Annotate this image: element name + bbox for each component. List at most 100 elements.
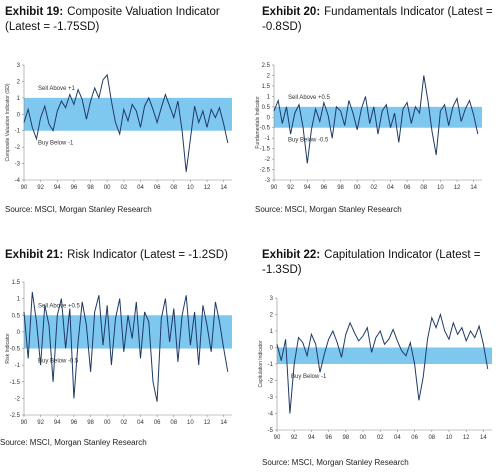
y-tick-label: -3: [265, 178, 271, 184]
buy-annotation: Buy Below -1: [291, 374, 327, 380]
y-axis-label: Capitulation Indicator: [258, 340, 264, 387]
exhibit-number: Exhibit 22:: [262, 249, 321, 261]
y-tick-label: 2: [17, 79, 21, 85]
x-tick-label: 00: [104, 420, 111, 426]
x-tick-label: 02: [377, 435, 384, 441]
y-tick-label: -2.5: [260, 168, 271, 174]
y-tick-label: -1: [268, 362, 274, 368]
band: [277, 347, 492, 364]
x-tick-label: 00: [354, 185, 361, 191]
x-tick-label: 94: [54, 185, 61, 191]
source-note: Source: MSCI, Morgan Stanley Research: [255, 205, 402, 214]
y-axis-label: Risk Indicator: [5, 333, 11, 364]
x-tick-label: 06: [404, 185, 411, 191]
x-tick-label: 12: [204, 185, 211, 191]
y-axis-label: Composite Valuation Indicator (SD): [5, 83, 11, 161]
x-tick-label: 98: [87, 420, 94, 426]
exhibit-number: Exhibit 20:: [262, 6, 321, 18]
x-tick-label: 02: [120, 185, 127, 191]
x-tick-label: 06: [154, 420, 161, 426]
y-tick-label: 1: [17, 96, 21, 102]
sell-annotation: Sell Above +1: [38, 86, 76, 92]
buy-annotation: Buy Below -1: [38, 141, 74, 147]
y-tick-label: -3: [268, 395, 274, 401]
source-note: Source: MSCI, Morgan Stanley Research: [0, 438, 147, 447]
x-tick-label: 06: [411, 435, 418, 441]
y-tick-label: -4: [15, 178, 21, 184]
y-tick-label: 0: [267, 115, 271, 121]
y-tick-label: -1: [15, 129, 21, 135]
y-tick-label: -2: [265, 157, 271, 163]
y-tick-label: 3: [270, 296, 274, 302]
y-tick-label: 1: [267, 94, 271, 100]
x-tick-label: 96: [71, 185, 78, 191]
y-tick-label: 1.5: [12, 280, 21, 286]
y-tick-label: -1.5: [10, 380, 21, 386]
y-tick-label: -5: [268, 428, 274, 434]
x-tick-label: 90: [271, 185, 278, 191]
series-line: [273, 75, 479, 164]
x-tick-label: 02: [120, 420, 127, 426]
buy-annotation: Buy Below -0.5: [288, 138, 329, 144]
source-note: Source: MSCI, Morgan Stanley Research: [5, 205, 152, 214]
y-tick-label: 3: [17, 63, 21, 69]
y-tick-label: -2.5: [10, 413, 21, 419]
y-tick-label: 1.5: [262, 84, 271, 90]
x-tick-label: 92: [37, 185, 44, 191]
x-tick-label: 14: [220, 185, 227, 191]
band: [24, 97, 232, 131]
x-tick-label: 92: [291, 435, 298, 441]
y-tick-label: 0: [270, 346, 274, 352]
x-tick-label: 94: [308, 435, 315, 441]
sell-annotation: Sell Above +0.5: [288, 95, 331, 101]
y-tick-label: -0.5: [10, 347, 21, 353]
x-tick-label: 08: [428, 435, 435, 441]
x-tick-label: 10: [187, 185, 194, 191]
sell-annotation: Sell Above +0.5: [38, 303, 81, 309]
y-tick-label: -4: [268, 412, 274, 418]
x-tick-label: 96: [325, 435, 332, 441]
y-tick-label: 0.5: [262, 105, 271, 111]
exhibit-title: Exhibit 22: Capitulation Indicator (Lates…: [262, 248, 497, 278]
y-tick-label: -2: [268, 379, 274, 385]
y-tick-label: -2: [15, 145, 21, 151]
x-tick-label: 14: [480, 435, 487, 441]
x-tick-label: 94: [304, 185, 311, 191]
x-tick-label: 90: [274, 435, 281, 441]
y-tick-label: -1: [15, 363, 21, 369]
title-text: Risk Indicator (Latest = -1.2SD): [67, 249, 228, 261]
x-tick-label: 92: [287, 185, 294, 191]
band: [274, 106, 482, 128]
series-line: [276, 312, 489, 414]
y-tick-label: 2.5: [262, 63, 271, 69]
x-tick-label: 04: [137, 185, 144, 191]
x-tick-label: 04: [387, 185, 394, 191]
y-tick-label: -1: [265, 136, 271, 142]
y-tick-label: 2: [267, 73, 271, 79]
x-tick-label: 04: [394, 435, 401, 441]
x-tick-label: 90: [21, 420, 28, 426]
exhibit-title: Exhibit 20: Fundamentals Indicator (Lates…: [262, 5, 497, 35]
title-text: Fundamentals Indicator (Latest = -0.8SD): [262, 6, 493, 33]
x-tick-label: 06: [154, 185, 161, 191]
y-tick-label: 0: [17, 330, 21, 336]
series-line: [23, 291, 229, 402]
x-tick-label: 96: [321, 185, 328, 191]
series-line: [23, 73, 229, 172]
x-tick-label: 98: [342, 435, 349, 441]
x-tick-label: 02: [370, 185, 377, 191]
y-tick-label: 0.5: [12, 313, 21, 319]
y-tick-label: -1.5: [260, 147, 271, 153]
y-tick-label: -2: [15, 396, 21, 402]
x-tick-label: 10: [187, 420, 194, 426]
x-tick-label: 00: [104, 185, 111, 191]
x-tick-label: 04: [137, 420, 144, 426]
x-tick-label: 14: [470, 185, 477, 191]
x-tick-label: 14: [220, 420, 227, 426]
x-tick-label: 08: [420, 185, 427, 191]
buy-annotation: Buy Below -0.5: [38, 359, 79, 365]
x-tick-label: 90: [21, 185, 28, 191]
x-tick-label: 98: [337, 185, 344, 191]
y-tick-label: 2: [270, 313, 274, 319]
x-tick-label: 10: [437, 185, 444, 191]
